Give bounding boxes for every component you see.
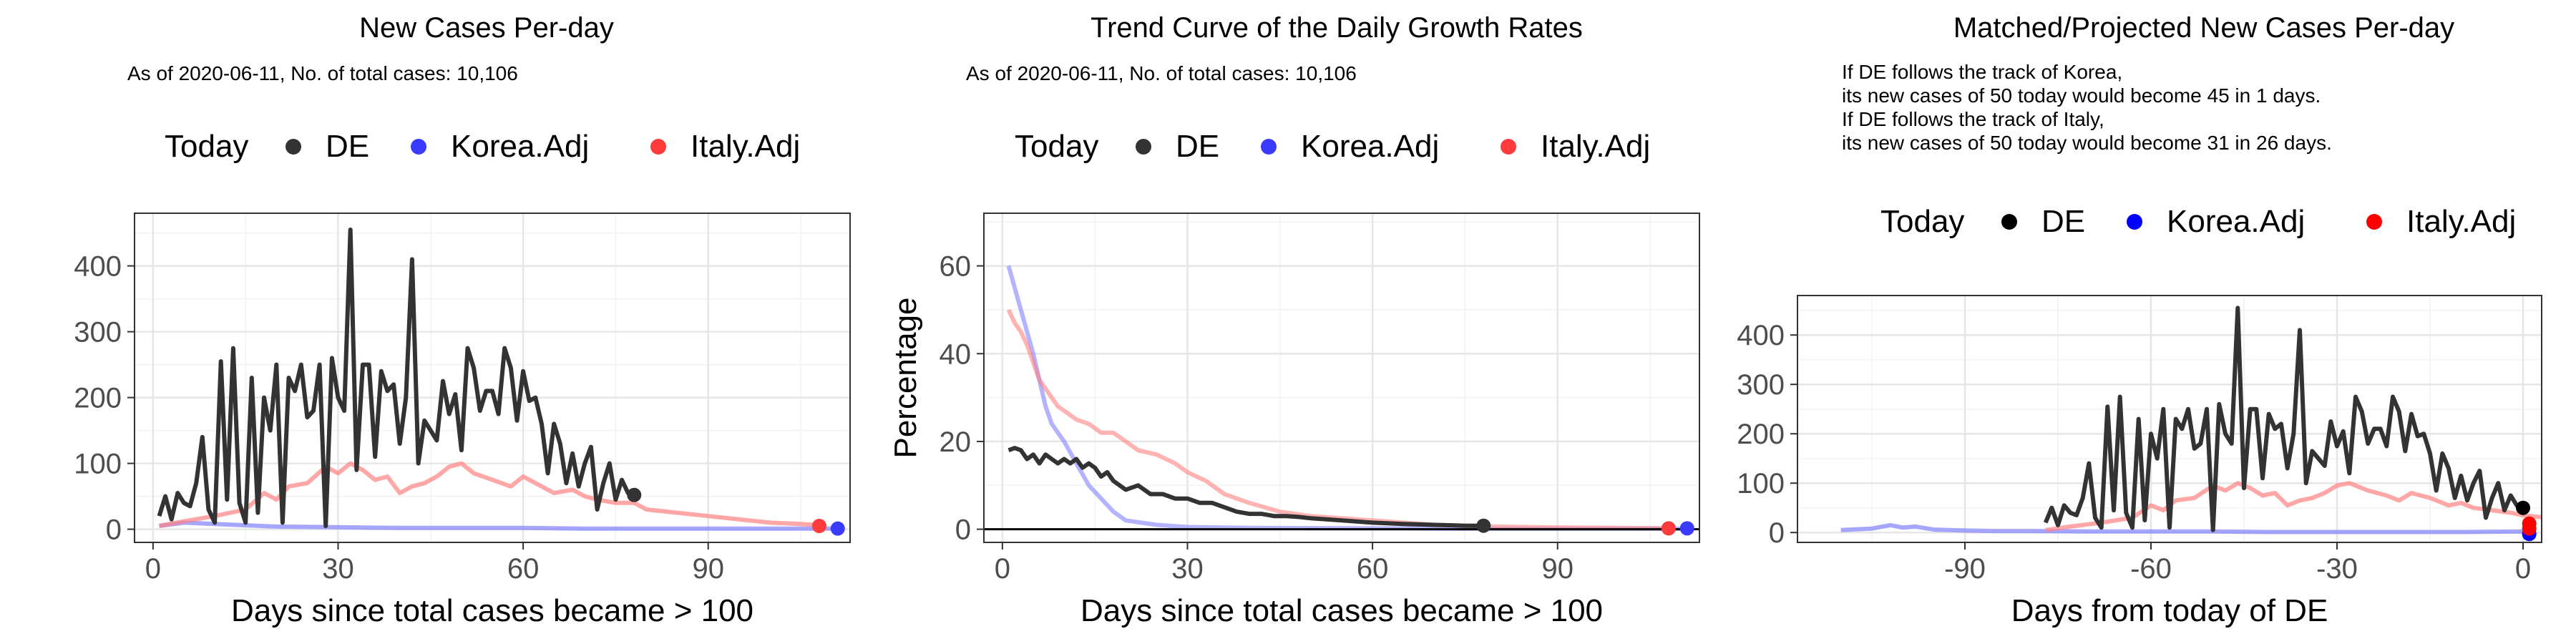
series-line-korea-adj	[1840, 522, 2530, 535]
gridlines	[984, 213, 1699, 542]
x-tick-label: 90	[692, 553, 724, 585]
y-tick-label: 200	[1737, 419, 1785, 450]
legend: Today DE Korea.Adj Italy.Adj	[1880, 204, 2516, 239]
chart-subtitle: As of 2020-06-11, No. of total cases: 10…	[127, 62, 518, 84]
y-tick-label: 300	[74, 317, 122, 348]
x-tick-label: 60	[507, 553, 540, 585]
legend-label: Italy.Adj	[2406, 204, 2516, 239]
endpoint-marker-korea-adj	[1679, 521, 1694, 536]
series-line-korea-adj	[159, 520, 832, 531]
x-tick-label: 30	[322, 553, 354, 585]
legend-key-de	[2001, 214, 2017, 230]
x-tick-label: 60	[1357, 553, 1389, 585]
legend-key-italy-adj	[2366, 214, 2382, 230]
endpoint-marker-korea-adj	[830, 521, 845, 536]
y-tick-label: 200	[74, 383, 122, 414]
series-line-italy-adj	[158, 461, 820, 528]
plot-border	[134, 213, 851, 543]
plot-area	[984, 213, 1699, 542]
series-line-de	[1008, 446, 1484, 528]
x-axis-label: Days since total cases became > 100	[231, 593, 753, 628]
chart-panel-1: New Cases Per-day As of 2020-06-11, No. o…	[74, 12, 851, 628]
legend-key-korea-adj	[411, 139, 426, 155]
endpoint-marker-de	[627, 487, 642, 502]
chart-subtitle: As of 2020-06-11, No. of total cases: 10…	[966, 62, 1357, 84]
chart-title: New Cases Per-day	[359, 12, 614, 44]
chart-subtitle-line: If DE follows the track of Korea,	[1842, 61, 2122, 83]
x-axis-label: Days since total cases became > 100	[1080, 593, 1603, 628]
plot-border	[983, 213, 1700, 543]
legend-key-italy-adj	[1501, 139, 1516, 155]
legend-label: Italy.Adj	[1541, 129, 1650, 164]
legend-title: Today	[1015, 129, 1098, 164]
x-tick-label: 0	[145, 553, 161, 585]
x-tick-label: 30	[1171, 553, 1204, 585]
endpoint-marker-de	[2516, 500, 2530, 515]
legend-key-korea-adj	[2127, 214, 2142, 230]
y-tick-label: 400	[1737, 320, 1785, 351]
endpoint-marker-italy-adj	[1661, 521, 1676, 536]
x-tick-label: 0	[995, 553, 1010, 585]
x-tick-label: 0	[2515, 553, 2531, 585]
plot-border	[1797, 295, 2542, 543]
legend-label: DE	[326, 129, 369, 164]
chart-subtitle-line: its new cases of 50 today would become 3…	[1842, 132, 2332, 154]
endpoint-marker-italy-adj	[811, 519, 826, 533]
y-tick-label: 40	[940, 338, 972, 370]
legend-label: DE	[2041, 204, 2085, 239]
x-tick-label: -60	[2130, 553, 2172, 585]
y-axis-label: Percentage	[888, 297, 923, 458]
y-tick-label: 0	[106, 514, 122, 546]
legend-label: Korea.Adj	[1301, 129, 1439, 164]
series-line-de	[157, 228, 635, 528]
legend: Today DE Korea.Adj Italy.Adj	[1015, 129, 1650, 164]
chart-panel-2: Trend Curve of the Daily Growth Rates As …	[888, 12, 1700, 628]
legend-key-italy-adj	[650, 139, 666, 155]
endpoint-marker-italy-adj	[2522, 521, 2537, 536]
legend: Today DE Korea.Adj Italy.Adj	[165, 129, 800, 164]
chart-panel-3: Matched/Projected New Cases Per-day If DE…	[1737, 12, 2542, 628]
legend-key-de	[286, 139, 301, 155]
y-tick-label: 60	[940, 251, 972, 283]
legend-key-de	[1136, 139, 1151, 155]
y-tick-label: 400	[74, 251, 122, 283]
y-tick-label: 300	[1737, 369, 1785, 401]
y-tick-label: 20	[940, 426, 972, 458]
series-line-italy-adj	[2045, 481, 2542, 532]
x-tick-label: -30	[2316, 553, 2358, 585]
legend-key-korea-adj	[1261, 139, 1277, 155]
gridlines	[135, 213, 850, 542]
chart-subtitle-line: its new cases of 50 today would become 4…	[1842, 84, 2321, 107]
legend-title: Today	[165, 129, 248, 164]
x-tick-label: -90	[1944, 553, 1986, 585]
legend-title: Today	[1880, 204, 1964, 239]
legend-label: Korea.Adj	[451, 129, 589, 164]
legend-label: Italy.Adj	[691, 129, 800, 164]
plot-area	[135, 213, 850, 542]
y-tick-label: 0	[955, 514, 971, 546]
x-axis-label: Days from today of DE	[2011, 593, 2328, 628]
chart-title: Trend Curve of the Daily Growth Rates	[1091, 12, 1583, 44]
endpoint-marker-de	[1476, 518, 1491, 533]
chart-subtitle-line: If DE follows the track of Italy,	[1842, 108, 2104, 130]
y-tick-label: 0	[1769, 517, 1785, 549]
legend-label: DE	[1176, 129, 1219, 164]
y-tick-label: 100	[1737, 468, 1785, 499]
y-tick-label: 100	[74, 449, 122, 480]
series-line-de	[2043, 306, 2524, 532]
legend-label: Korea.Adj	[2167, 204, 2305, 239]
chart-title: Matched/Projected New Cases Per-day	[1953, 12, 2454, 44]
x-tick-label: 90	[1541, 553, 1574, 585]
